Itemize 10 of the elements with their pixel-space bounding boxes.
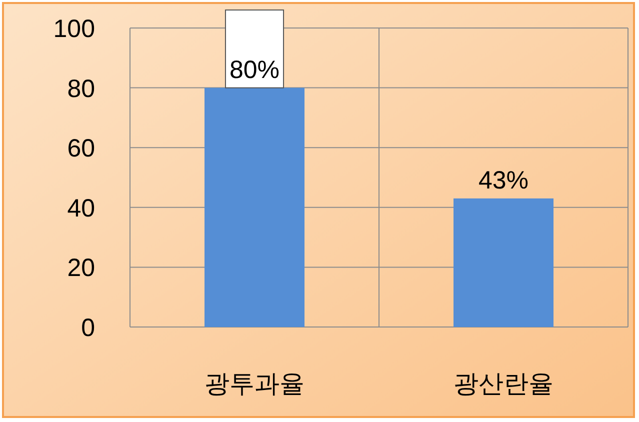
data-label: 80% [229,56,280,84]
y-tick-label: 60 [67,134,95,163]
y-tick-label: 0 [81,314,95,342]
y-tick-label: 100 [53,15,95,43]
x-tick-label: 광투과율 [204,370,304,398]
y-tick-label: 80 [67,74,95,103]
data-label: 43% [478,166,529,194]
y-tick-label: 20 [67,254,95,282]
x-tick-label: 광산란율 [454,370,554,398]
y-tick-label: 40 [67,194,95,222]
